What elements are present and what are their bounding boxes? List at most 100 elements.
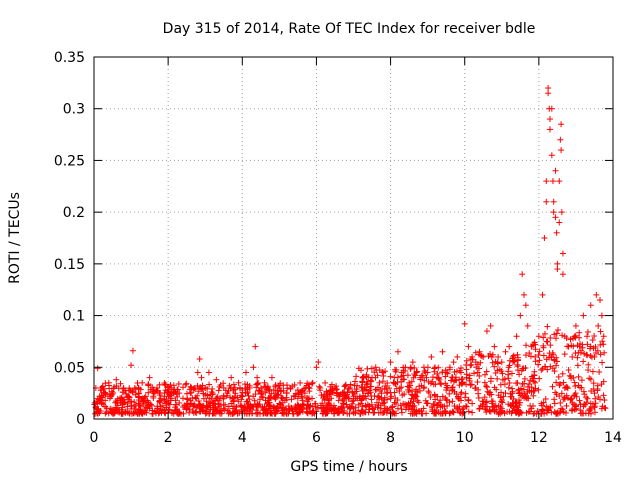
data-point — [572, 322, 579, 329]
data-point — [235, 398, 242, 405]
data-point — [342, 382, 349, 389]
y-tick-label: 0.15 — [54, 257, 85, 273]
data-point — [432, 409, 439, 416]
x-tick-label: 10 — [456, 430, 474, 446]
data-point — [565, 367, 572, 374]
data-point — [200, 395, 207, 402]
data-point — [587, 302, 594, 309]
data-point — [541, 235, 548, 241]
data-point — [139, 379, 146, 386]
data-point — [454, 353, 461, 360]
data-point — [113, 376, 120, 383]
data-point — [475, 394, 482, 401]
data-point — [244, 388, 251, 395]
data-point — [105, 379, 112, 386]
y-axis-label: ROTI / TECUs — [7, 192, 23, 284]
data-points — [91, 85, 609, 417]
data-point — [465, 397, 472, 404]
x-axis-label: GPS time / hours — [290, 459, 407, 475]
data-point — [535, 386, 542, 393]
data-point — [585, 367, 592, 374]
data-point — [557, 380, 564, 387]
data-point — [584, 395, 591, 402]
data-point — [91, 399, 98, 406]
data-point — [476, 365, 483, 372]
data-point — [272, 396, 279, 403]
data-point — [450, 359, 457, 366]
x-tick-label: 12 — [530, 430, 548, 446]
grid-lines — [94, 57, 613, 419]
data-point — [549, 383, 556, 390]
data-point — [556, 178, 563, 185]
data-point — [465, 343, 472, 350]
data-point — [556, 382, 563, 389]
data-point — [156, 398, 163, 405]
data-point — [574, 362, 581, 369]
x-tick-labels: 0 2 4 6 8 10 12 14 — [90, 430, 622, 446]
data-point — [527, 402, 534, 409]
data-point — [447, 377, 454, 384]
data-point — [409, 387, 416, 394]
data-point — [407, 364, 414, 371]
data-point — [483, 383, 490, 390]
data-point — [587, 352, 594, 359]
data-point — [204, 403, 211, 410]
data-point — [536, 375, 543, 382]
data-point — [409, 359, 416, 366]
data-point — [353, 373, 360, 380]
data-point — [555, 373, 562, 380]
data-point — [461, 320, 468, 327]
data-point — [474, 369, 481, 376]
data-point — [238, 396, 245, 403]
data-point — [552, 167, 559, 174]
data-point — [597, 328, 604, 335]
data-point — [231, 410, 238, 417]
data-point — [242, 381, 249, 388]
data-point — [528, 405, 535, 412]
data-point — [206, 395, 213, 402]
data-point — [595, 322, 602, 329]
data-point — [162, 410, 169, 417]
data-point — [439, 348, 446, 355]
data-point — [575, 373, 582, 380]
data-point — [540, 352, 547, 359]
data-point — [230, 381, 237, 388]
data-point — [469, 409, 476, 416]
data-point — [597, 351, 604, 358]
data-point — [548, 152, 555, 159]
data-point — [404, 372, 411, 379]
data-point — [558, 121, 565, 128]
data-point — [224, 407, 231, 414]
data-point — [571, 379, 578, 386]
data-point — [591, 333, 598, 340]
y-tick-label: 0.2 — [63, 205, 85, 221]
data-point — [216, 383, 223, 390]
data-point — [261, 379, 268, 386]
data-point — [505, 384, 512, 391]
data-point — [553, 330, 560, 337]
data-point — [198, 374, 205, 381]
data-point — [483, 328, 490, 335]
data-point — [182, 381, 189, 388]
data-point — [315, 359, 322, 366]
x-tick-label: 14 — [604, 430, 622, 446]
data-point — [376, 379, 383, 386]
data-point — [568, 395, 575, 402]
data-point — [213, 376, 220, 383]
data-point — [132, 386, 139, 393]
data-point — [194, 382, 201, 389]
data-point — [145, 389, 152, 396]
data-point — [523, 342, 530, 349]
data-point — [175, 380, 182, 387]
data-point — [576, 397, 583, 404]
data-point — [221, 406, 228, 413]
data-point — [538, 367, 545, 374]
data-point — [514, 361, 521, 368]
data-point — [394, 348, 401, 355]
data-point — [150, 386, 157, 393]
data-point — [539, 291, 546, 298]
data-point — [517, 312, 524, 319]
data-point — [596, 368, 603, 375]
data-point — [545, 85, 552, 92]
data-point — [145, 382, 152, 389]
